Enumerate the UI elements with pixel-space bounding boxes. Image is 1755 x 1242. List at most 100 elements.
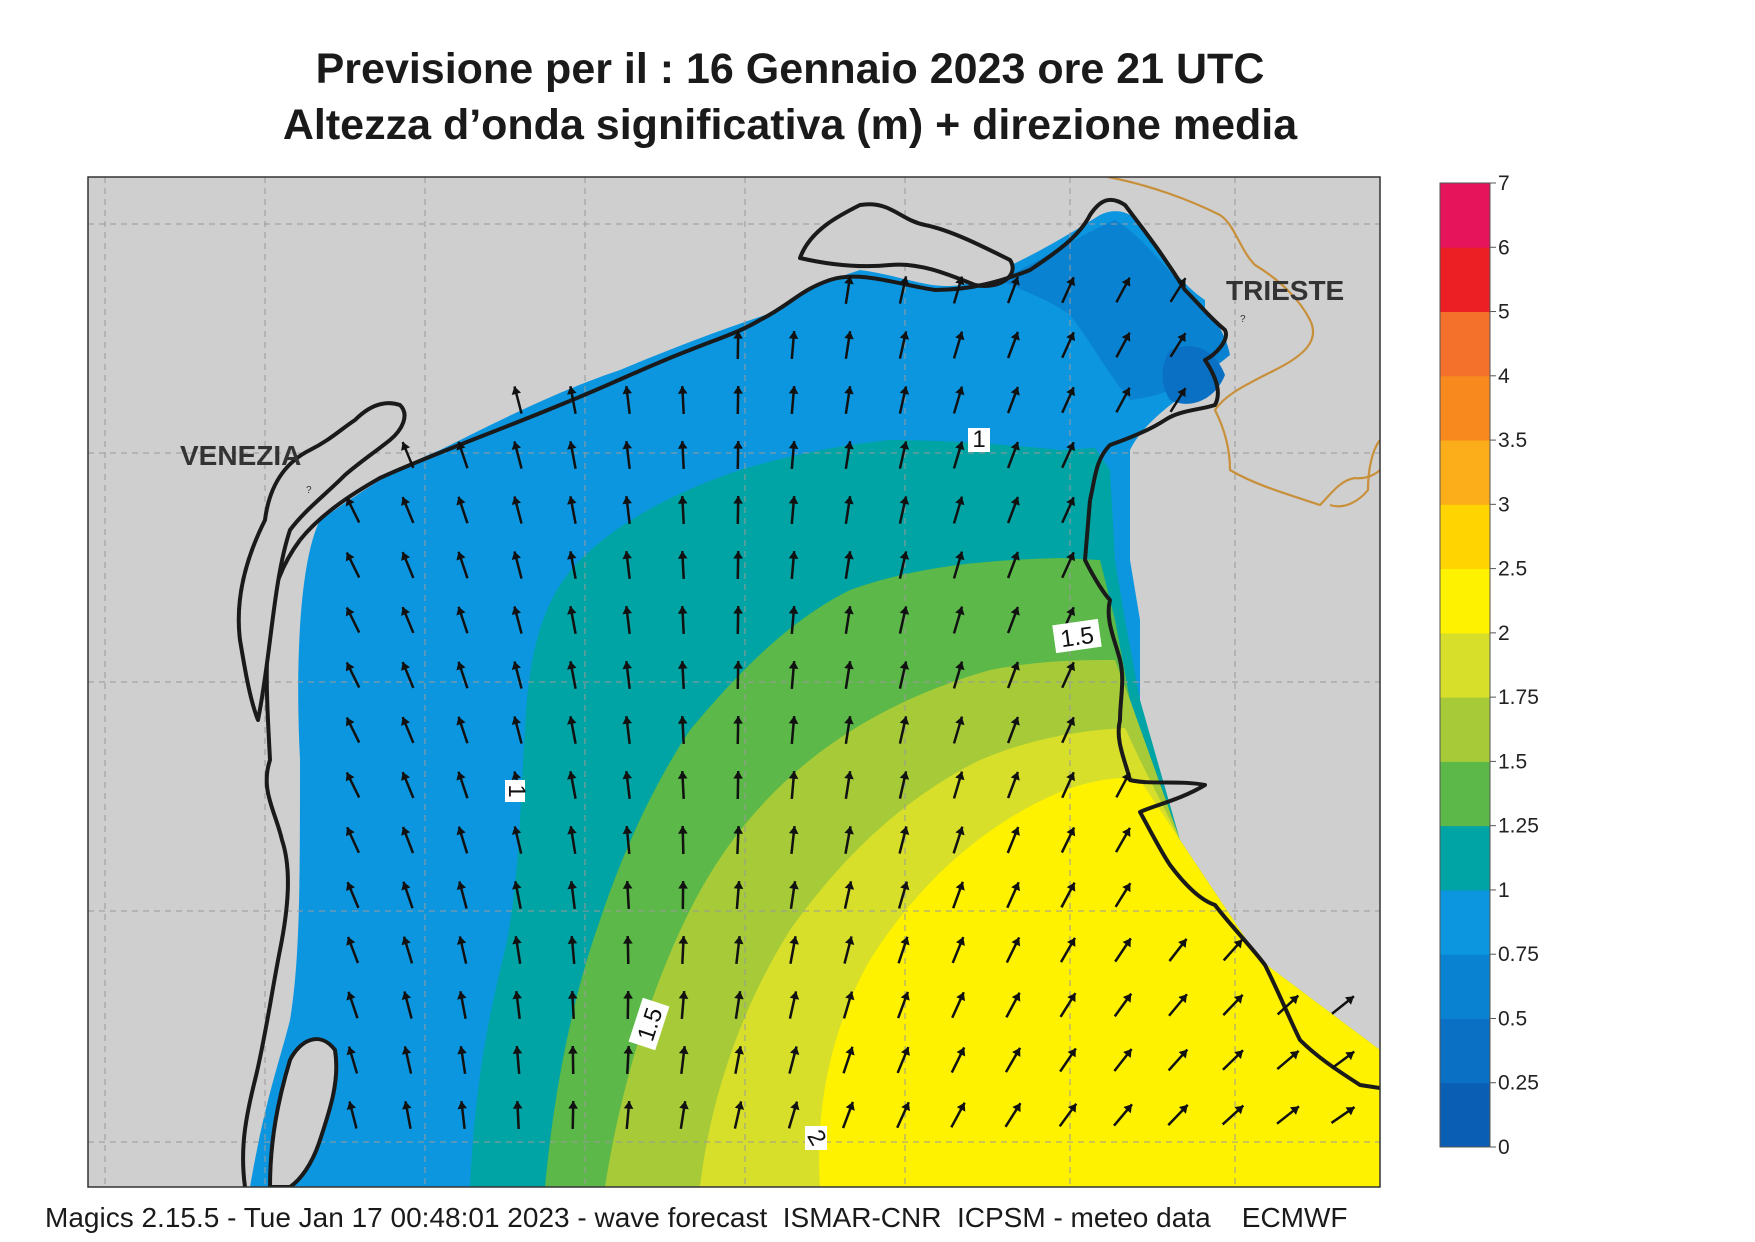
wave-arrow-head (788, 826, 799, 835)
wave-arrow-head (401, 442, 411, 451)
wave-arrow-head (346, 1101, 357, 1111)
wave-arrow-head (844, 716, 854, 725)
wave-arrow-head (899, 496, 910, 505)
wave-arrow-head (622, 661, 633, 670)
wave-arrow-head (844, 441, 854, 450)
legend-tick-label: 0.75 (1498, 943, 1539, 966)
wave-arrow-head (1066, 442, 1076, 452)
wave-arrow-head (511, 386, 522, 396)
wave-arrow-head (790, 1101, 800, 1111)
wave-arrow-head (623, 1101, 634, 1110)
wave-arrow-head (1177, 388, 1186, 398)
wave-arrow-head (899, 771, 910, 780)
wave-arrow-head (844, 661, 854, 670)
sea-zone-025 (1162, 346, 1225, 404)
wave-arrow-head (788, 716, 799, 725)
wave-arrow-head (1122, 993, 1132, 1003)
wave-arrow-head (1067, 1048, 1076, 1058)
wave-arrow-head (622, 881, 633, 889)
wave-arrow-head (845, 1101, 855, 1111)
wave-arrow-head (1121, 772, 1131, 782)
wave-arrow-head (401, 552, 411, 561)
wave-arrow-head (955, 441, 965, 451)
wave-arrow-head (457, 1101, 468, 1110)
wave-arrow-head (567, 826, 577, 835)
wave-arrow-head (622, 551, 633, 560)
wave-arrow-head (568, 1101, 578, 1109)
venice-lagoon-outline (236, 401, 407, 722)
wave-arrow-head (733, 881, 744, 890)
legend-tick-label: 0.25 (1498, 1072, 1539, 1095)
wave-arrow-head (1066, 277, 1076, 287)
wave-arrow-head (1178, 938, 1187, 948)
map-subtitle: Altezza d’onda significativa (m) + direz… (282, 101, 1298, 149)
wave-arrow-head (1121, 387, 1131, 397)
wave-arrow-head (677, 771, 688, 779)
wave-arrow-head (1345, 1107, 1355, 1116)
contour-label: 1.5 (1052, 618, 1102, 653)
wave-arrow-head (567, 386, 577, 395)
wave-arrow-head (1066, 827, 1076, 837)
wave-arrow-head (623, 1046, 634, 1054)
legend-tick-label: 6 (1498, 236, 1510, 259)
wave-arrow-head (622, 606, 633, 615)
wave-arrow-head (1010, 441, 1020, 451)
wave-arrow-head (1011, 882, 1021, 892)
legend-tick-label: 2.5 (1498, 558, 1527, 581)
wave-arrow-head (1066, 552, 1076, 562)
wave-arrow-head (899, 606, 910, 615)
wave-arrow-head (457, 1046, 467, 1055)
wave-arrow-head (956, 1047, 966, 1057)
wave-arrow-head (844, 826, 854, 835)
wave-arrow-head (1012, 1047, 1021, 1057)
wave-arrow-head (511, 826, 522, 835)
wave-arrow-head (844, 496, 854, 505)
wave-arrow-head (734, 991, 744, 1000)
wave-arrow-head (567, 661, 577, 670)
legend-tick-label: 3.5 (1498, 429, 1527, 452)
legend-tick-label: 1.5 (1498, 750, 1527, 773)
wave-arrow-head (1066, 387, 1076, 397)
wave-arrow-head (844, 936, 855, 945)
wave-arrow-head (402, 1101, 412, 1110)
wave-arrow-head (899, 661, 910, 670)
wave-arrow-head (955, 826, 965, 836)
place-label-trieste: TRIESTE (1226, 275, 1344, 306)
wave-arrow-head (734, 1101, 745, 1110)
legend-tick-label: 4 (1498, 365, 1510, 388)
wave-arrow-head (401, 881, 411, 891)
wave-arrow-head (1010, 661, 1020, 671)
wave-arrow-head (955, 386, 965, 396)
wave-arrow-head (788, 551, 799, 560)
wave-arrow-head (899, 441, 910, 450)
wave-arrow-head (844, 331, 854, 340)
wave-arrow-head (899, 276, 910, 285)
wave-arrow-head (788, 441, 799, 450)
wave-arrow-head (677, 386, 688, 394)
wave-arrow-head (1011, 992, 1021, 1002)
wave-arrow-head (1177, 278, 1186, 288)
wave-arrow-head (511, 771, 522, 781)
wave-arrow-head (844, 276, 854, 285)
svg-text:?: ? (306, 485, 312, 496)
svg-text:?: ? (1240, 314, 1246, 325)
wave-arrow-head (844, 881, 855, 890)
wave-arrow-head (511, 661, 522, 671)
place-label-venezia: VENEZIA (180, 440, 301, 471)
grado-lagoon (798, 202, 1015, 288)
contour-label: 2 (801, 1125, 831, 1150)
legend-swatch (1440, 1018, 1490, 1084)
wave-arrow-head (512, 936, 522, 945)
wave-arrow-head (733, 661, 743, 669)
wave-arrow-head (345, 607, 355, 617)
wave-arrow-head (622, 496, 633, 505)
wave-arrow-head (567, 936, 578, 945)
wave-arrow-head (567, 881, 577, 890)
wave-arrow-head (677, 496, 688, 504)
legend-swatch (1440, 568, 1490, 634)
wave-arrow-head (1066, 717, 1076, 727)
wave-arrow-head (1066, 332, 1076, 342)
wave-arrow-head (623, 936, 633, 944)
legend-swatch (1440, 954, 1490, 1019)
